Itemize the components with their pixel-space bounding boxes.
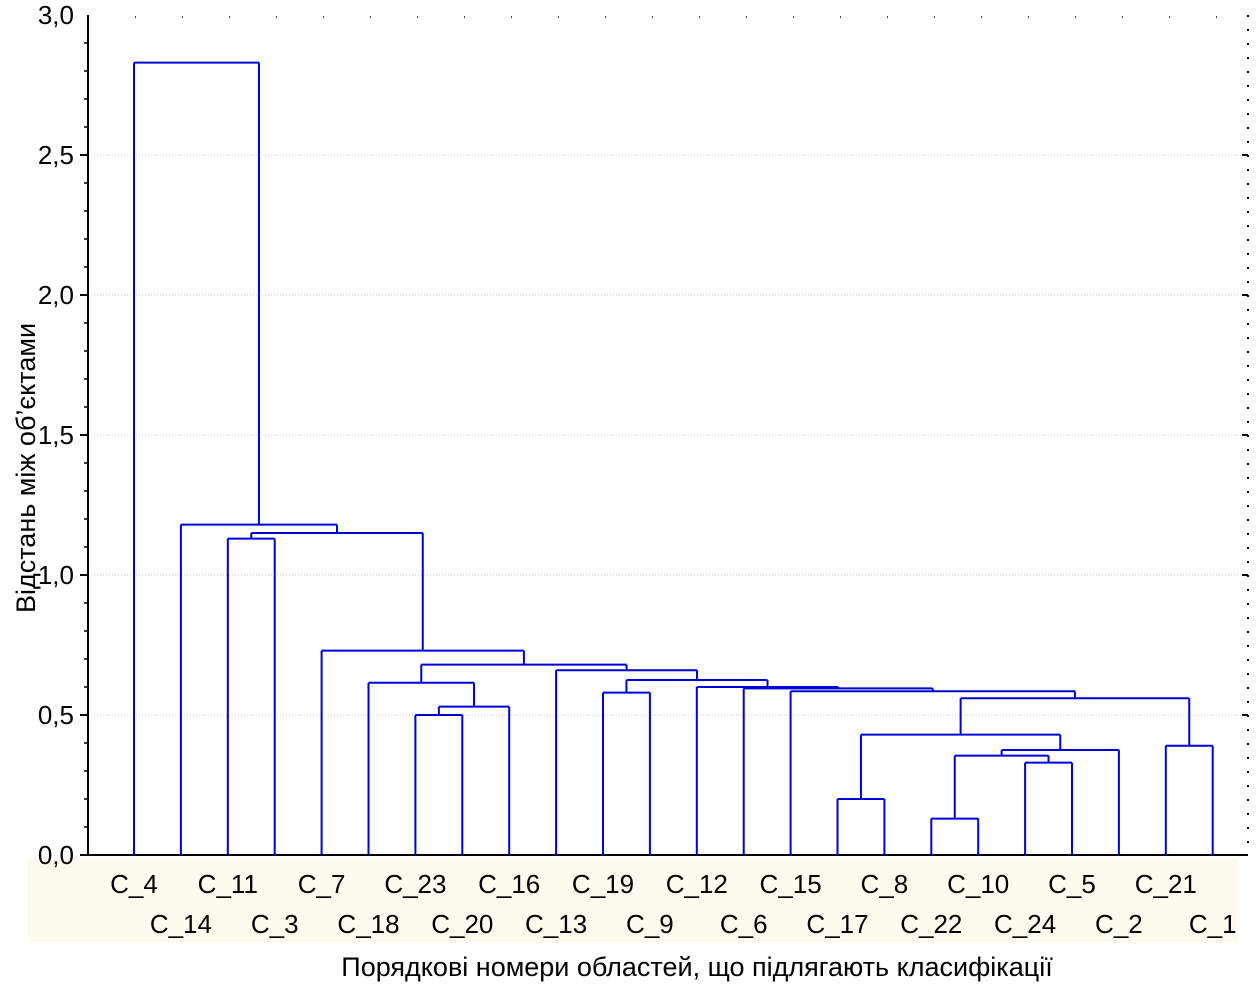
leaf-label: C_8	[861, 869, 909, 899]
leaf-label: C_2	[1095, 909, 1143, 939]
leaf-label: C_24	[994, 909, 1056, 939]
leaf-label: C_3	[251, 909, 299, 939]
leaf-label: C_22	[900, 909, 962, 939]
leaf-label: C_15	[760, 869, 822, 899]
leaf-label: C_4	[110, 869, 158, 899]
y-tick-label: 1,0	[38, 560, 74, 590]
axes: 0,0 0,5 1,0 1,5 2,0 2,5 3,0	[38, 0, 1249, 870]
leaf-label: C_9	[626, 909, 674, 939]
y-tick-label: 0,0	[38, 840, 74, 870]
leaf-label: C_1	[1189, 909, 1237, 939]
leaf-label: C_7	[298, 869, 346, 899]
leaf-label: C_10	[947, 869, 1009, 899]
leaf-label: C_23	[384, 869, 446, 899]
leaf-label: C_18	[337, 909, 399, 939]
leaf-label: C_11	[198, 869, 258, 899]
grid-lines	[88, 16, 1248, 716]
label-area-bg	[28, 858, 1238, 943]
leaf-labels: C_4 C_14 C_11 C_3 C_7 C_18 C_23 C_20 C_16 C_13 C_1…	[110, 869, 1236, 939]
leaf-label: C_6	[720, 909, 768, 939]
leaf-label: C_12	[666, 869, 728, 899]
y-tick-label: 2,0	[38, 280, 74, 310]
leaf-label: C_21	[1135, 869, 1197, 899]
y-tick-label: 1,5	[38, 420, 74, 450]
y-tick-label: 2,5	[38, 140, 74, 170]
leaf-label: C_16	[478, 869, 540, 899]
dendrogram-links	[133, 61, 1214, 855]
y-tick-label-top: 3,0	[38, 0, 74, 30]
leaf-label: C_20	[431, 909, 493, 939]
y-axis-title: Відстань між об’єктами	[11, 323, 41, 613]
leaf-label: C_17	[806, 909, 868, 939]
leaf-label: C_5	[1048, 869, 1096, 899]
leaf-label: C_14	[150, 909, 212, 939]
leaf-label: C_13	[525, 909, 587, 939]
x-axis-title: Порядкові номери областей, що підлягають…	[341, 952, 1053, 982]
y-tick-label: 0,5	[38, 700, 74, 730]
leaf-label: C_19	[572, 869, 634, 899]
